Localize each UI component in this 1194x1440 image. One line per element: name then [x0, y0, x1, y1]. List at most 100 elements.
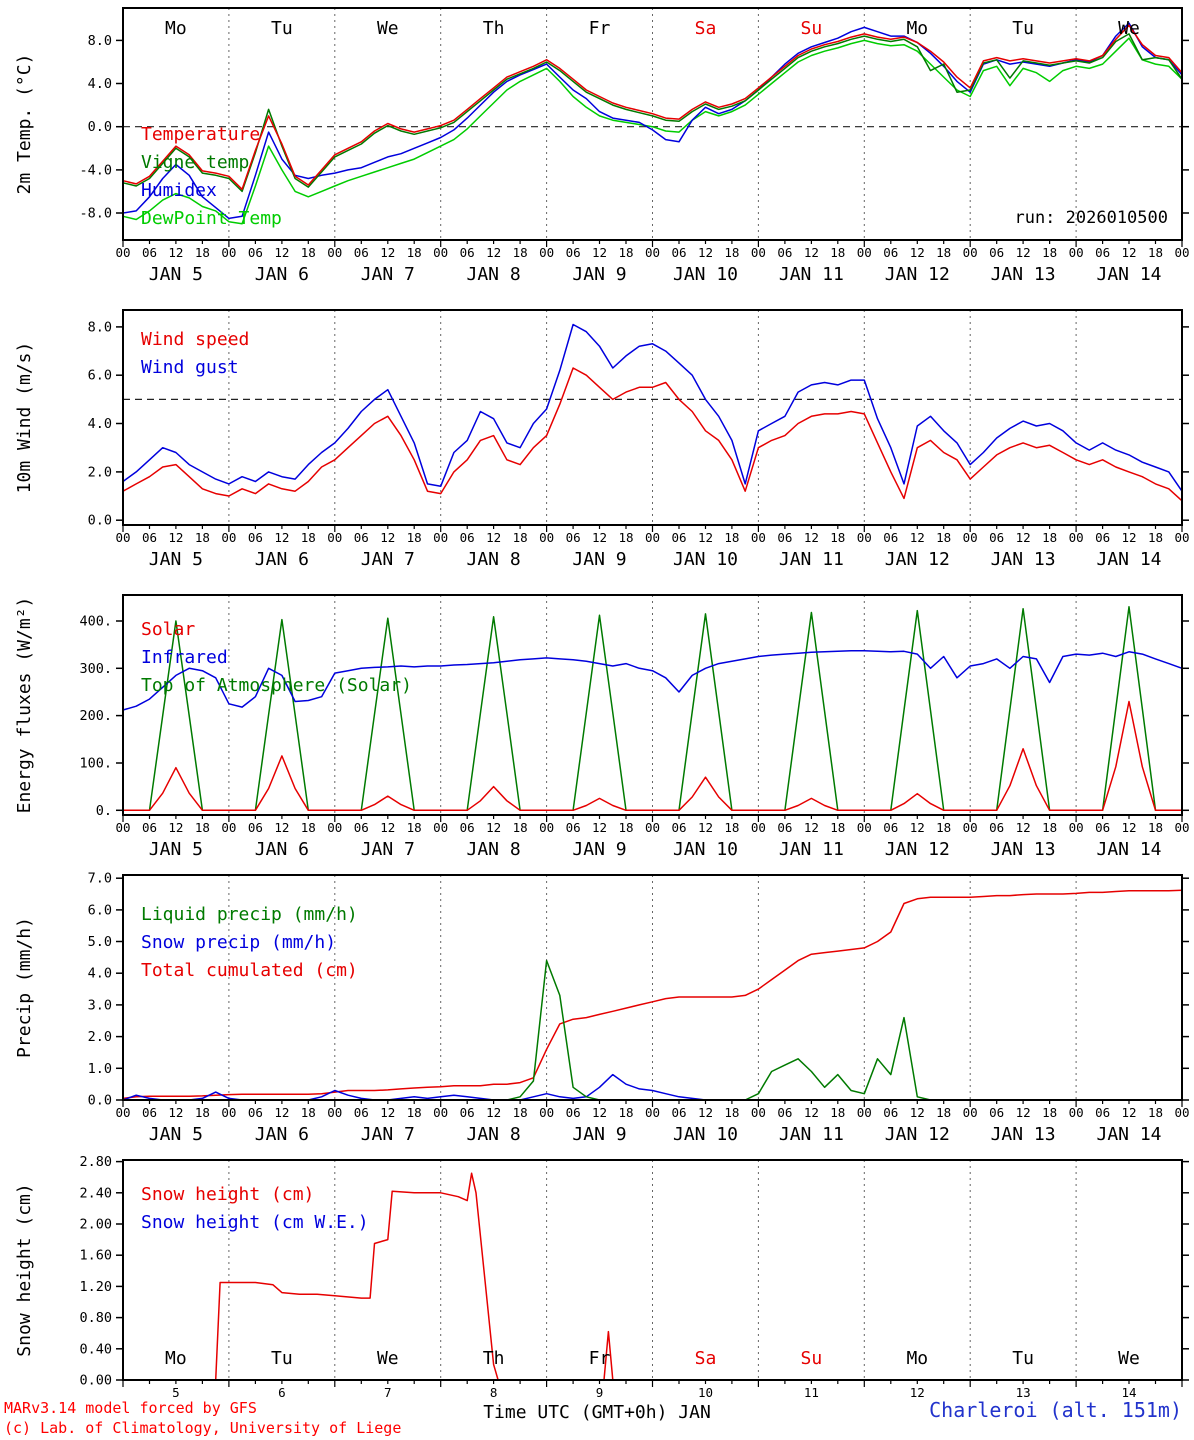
hour-tick-label: 12 [804, 530, 819, 545]
day-name-label: Th [483, 18, 505, 39]
hour-tick-label: 06 [248, 1105, 263, 1120]
hour-tick-label: 18 [936, 820, 951, 835]
hour-tick-label: 00 [221, 820, 236, 835]
y-tick-label: 300. [79, 661, 112, 677]
y-tick-label: 5.0 [88, 934, 112, 950]
hour-tick-label: 00 [963, 245, 978, 260]
day-name-label: Mo [906, 18, 928, 39]
hour-tick-label: 12 [486, 820, 501, 835]
y-tick-label: 2.0 [88, 1029, 112, 1045]
hour-tick-label: 06 [142, 530, 157, 545]
legend-liquid-precip-mm-h: Liquid precip (mm/h) [141, 904, 358, 925]
hour-tick-label: 06 [142, 820, 157, 835]
legend-wind-gust: Wind gust [141, 357, 239, 378]
hour-tick-label: 12 [592, 820, 607, 835]
y-axis-title: Energy fluxes (W/m²) [14, 597, 35, 814]
y-tick-label: 1.0 [88, 1061, 112, 1077]
hour-tick-label: 12 [910, 820, 925, 835]
hour-tick-label: 12 [1016, 245, 1031, 260]
hour-tick-label: 00 [115, 530, 130, 545]
hour-tick-label: 18 [407, 245, 422, 260]
hour-tick-label: 00 [327, 530, 342, 545]
hour-tick-label: 06 [566, 1105, 581, 1120]
model-credit-line2: (c) Lab. of Climatology, University of L… [4, 1419, 402, 1437]
hour-tick-label: 18 [301, 530, 316, 545]
hour-tick-label: 18 [830, 530, 845, 545]
hour-tick-label: 12 [910, 1105, 925, 1120]
legend-snow-precip-mm-h: Snow precip (mm/h) [141, 932, 336, 953]
series-vigne-temp-line [122, 33, 1183, 193]
hour-tick-label: 12 [274, 820, 289, 835]
hour-tick-label: 18 [301, 245, 316, 260]
hour-tick-label: 12 [380, 820, 395, 835]
y-tick-label: 0. [96, 803, 112, 819]
hour-tick-label: 12 [380, 245, 395, 260]
day-name-label: Tu [1012, 1348, 1034, 1369]
day-name-label: We [1118, 1348, 1140, 1369]
legend-infrared: Infrared [141, 647, 228, 668]
y-tick-label: 0.00 [79, 1373, 112, 1389]
date-label: JAN 8 [467, 1124, 521, 1145]
hour-tick-label: 18 [1148, 820, 1163, 835]
day-name-label: Tu [271, 1348, 293, 1369]
y-axis-title: Snow height (cm) [14, 1183, 35, 1356]
hour-tick-label: 12 [1121, 530, 1136, 545]
hour-tick-label: 06 [777, 1105, 792, 1120]
hour-tick-label: 18 [1042, 530, 1057, 545]
hour-tick-label: 06 [460, 530, 475, 545]
hour-tick-label: 00 [433, 530, 448, 545]
date-label: JAN 11 [779, 549, 844, 570]
hour-tick-label: 18 [724, 530, 739, 545]
hour-tick-label: 00 [1069, 245, 1084, 260]
day-name-label: Mo [906, 1348, 928, 1369]
hour-tick-label: 00 [221, 1105, 236, 1120]
y-tick-label: 2.80 [79, 1154, 112, 1170]
hour-tick-label: 12 [168, 245, 183, 260]
hour-tick-label: 06 [460, 1105, 475, 1120]
date-label: JAN 10 [673, 549, 738, 570]
x-axis-title: Time UTC (GMT+0h) JAN [483, 1402, 711, 1423]
hour-tick-label: 06 [989, 820, 1004, 835]
date-label: JAN 5 [149, 264, 203, 285]
date-label: JAN 5 [149, 549, 203, 570]
series-wind-speed-line [122, 367, 1183, 502]
y-tick-label: 0.0 [88, 1093, 112, 1109]
date-label: JAN 13 [991, 1124, 1056, 1145]
hour-tick-label: 06 [1095, 1105, 1110, 1120]
y-tick-label: 1.20 [79, 1279, 112, 1295]
hour-tick-label: 12 [698, 530, 713, 545]
hour-tick-label: 06 [460, 245, 475, 260]
y-tick-label: 8.0 [88, 33, 112, 49]
day-number-label: 9 [596, 1385, 604, 1400]
hour-tick-label: 00 [539, 245, 554, 260]
date-label: JAN 11 [779, 264, 844, 285]
panel-precip: 0.0 1.0 2.0 3.0 4.0 5.0 6.0 7.0 Precip (mm/h) Liq… [14, 871, 1190, 1145]
date-label: JAN 12 [885, 549, 950, 570]
hour-tick-label: 18 [513, 530, 528, 545]
hour-tick-label: 06 [354, 245, 369, 260]
hour-tick-label: 18 [1148, 1105, 1163, 1120]
panel-temperature: -8.0 -4.0 0.0 4.0 8.0 2m Temp. (°C) Temperatur… [14, 7, 1190, 285]
series-total-cumulated-cm-line [122, 889, 1183, 1100]
legend-snow-height-cm-w-e: Snow height (cm W.E.) [141, 1212, 369, 1233]
hour-tick-label: 06 [777, 820, 792, 835]
hour-tick-label: 18 [195, 245, 210, 260]
day-number-label: 6 [278, 1385, 286, 1400]
date-label: JAN 12 [885, 264, 950, 285]
hour-tick-label: 00 [645, 530, 660, 545]
date-label: JAN 9 [572, 264, 626, 285]
y-axis-title: 10m Wind (m/s) [14, 342, 35, 494]
hour-tick-label: 12 [486, 530, 501, 545]
hour-tick-label: 00 [857, 530, 872, 545]
hour-tick-label: 12 [1016, 1105, 1031, 1120]
hour-tick-label: 06 [248, 245, 263, 260]
day-number-label: 13 [1016, 1385, 1031, 1400]
date-label: JAN 10 [673, 839, 738, 860]
hour-tick-label: 18 [1042, 245, 1057, 260]
hour-tick-label: 06 [1095, 245, 1110, 260]
hour-tick-label: 12 [168, 530, 183, 545]
hour-tick-label: 06 [566, 245, 581, 260]
hour-tick-label: 18 [195, 820, 210, 835]
legend-total-cumulated-cm: Total cumulated (cm) [141, 960, 358, 981]
model-credit-line1: MARv3.14 model forced by GFS [4, 1399, 257, 1417]
